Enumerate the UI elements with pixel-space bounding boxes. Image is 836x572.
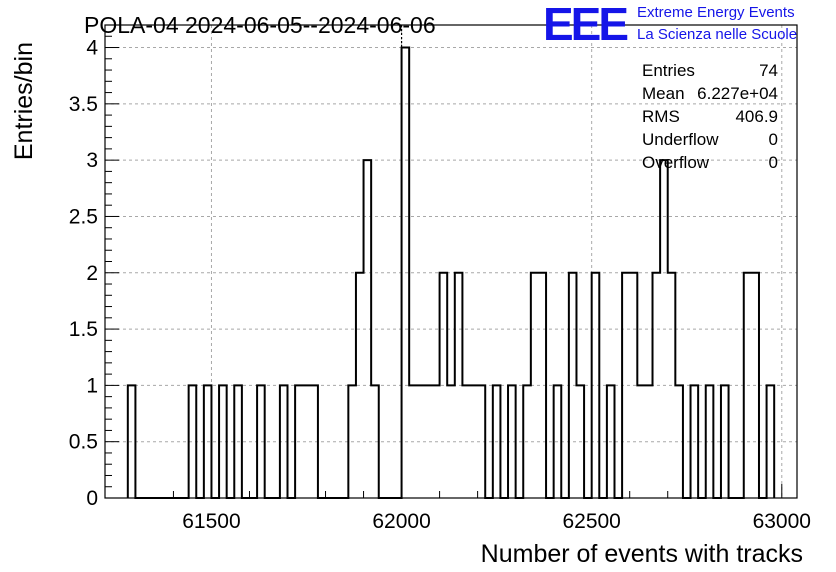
x-tick-label: 61500 bbox=[182, 510, 240, 533]
histogram-bin bbox=[424, 385, 432, 498]
histogram-bin bbox=[554, 385, 562, 498]
histogram-bin bbox=[691, 385, 699, 498]
y-tick-label: 3.5 bbox=[69, 93, 98, 116]
x-tick-label: 62500 bbox=[562, 510, 620, 533]
histogram-bin bbox=[470, 385, 478, 498]
histogram-bin bbox=[538, 273, 546, 498]
histogram-bin bbox=[432, 385, 440, 498]
stats-box: Entries 74 Mean 6.227e+04 RMS 406.9 Underflow 0… bbox=[642, 61, 778, 172]
histogram-bin bbox=[204, 385, 212, 498]
y-tick-label: 2.5 bbox=[69, 205, 98, 228]
histogram-bin bbox=[592, 273, 600, 498]
stats-value: 74 bbox=[759, 61, 778, 80]
histogram-outline bbox=[126, 46, 776, 499]
histogram-bin bbox=[751, 273, 759, 498]
logo-line-2: La Scienza nelle Scuole bbox=[637, 26, 797, 43]
histogram-bin bbox=[523, 385, 531, 498]
histogram-bin bbox=[402, 48, 410, 498]
histogram-bin bbox=[234, 385, 242, 498]
histogram-bin bbox=[348, 385, 356, 498]
histogram-bin bbox=[189, 385, 197, 498]
histogram-bin bbox=[767, 385, 775, 498]
stats-value: 406.9 bbox=[735, 107, 778, 126]
histogram-bin bbox=[675, 385, 683, 498]
histogram-bin bbox=[280, 385, 288, 498]
stats-value: 0 bbox=[769, 130, 778, 149]
histogram-bin bbox=[637, 385, 645, 498]
histogram-bin bbox=[310, 385, 318, 498]
histogram-bin bbox=[630, 273, 638, 498]
x-axis-title: Number of events with tracks bbox=[481, 540, 803, 568]
y-tick-label: 3 bbox=[86, 149, 98, 172]
histogram-bin bbox=[622, 273, 630, 498]
x-axis: 61500 62000 62500 63000 bbox=[134, 484, 811, 533]
logo-line-1: Extreme Energy Events bbox=[637, 4, 795, 21]
y-axis: 0 0.5 1 1.5 2 2.5 3 3.5 4 bbox=[69, 24, 119, 510]
y-axis-title: Entries/bin bbox=[10, 42, 38, 160]
chart-title: POLA-04 2024-06-05--2024-06-06 bbox=[84, 12, 436, 38]
histogram-bin bbox=[128, 385, 136, 498]
histogram-bin bbox=[721, 385, 729, 498]
histogram-bin bbox=[493, 385, 501, 498]
stats-label: Mean bbox=[642, 84, 685, 103]
stats-value: 0 bbox=[769, 153, 778, 172]
stats-value: 6.227e+04 bbox=[697, 84, 778, 103]
stats-label: RMS bbox=[642, 107, 680, 126]
y-tick-label: 0 bbox=[86, 487, 98, 510]
histogram-bin bbox=[569, 273, 577, 498]
histogram-bin bbox=[303, 385, 311, 498]
histogram-bin bbox=[660, 160, 668, 498]
histogram-bin bbox=[653, 273, 661, 498]
stats-label: Entries bbox=[642, 61, 695, 80]
logo-acronym: EEE bbox=[543, 0, 627, 50]
y-tick-label: 0.5 bbox=[69, 431, 98, 454]
histogram-bin bbox=[364, 160, 372, 498]
histogram-bin bbox=[531, 273, 539, 498]
histogram-bin bbox=[744, 273, 752, 498]
stats-label: Overflow bbox=[642, 153, 710, 172]
histogram-series bbox=[126, 46, 776, 499]
y-tick-label: 2 bbox=[86, 262, 98, 285]
histogram-bin bbox=[668, 273, 676, 498]
y-tick-label: 4 bbox=[86, 37, 98, 60]
histogram-bin bbox=[508, 385, 516, 498]
histogram-bin bbox=[478, 385, 486, 498]
eee-logo: EEE Extreme Energy Events La Scienza nel… bbox=[543, 0, 797, 50]
x-tick-label: 62000 bbox=[372, 510, 430, 533]
y-tick-label: 1.5 bbox=[69, 318, 98, 341]
histogram-bin bbox=[257, 385, 265, 498]
y-tick-label: 1 bbox=[86, 374, 98, 397]
histogram-bin bbox=[576, 385, 584, 498]
histogram-bin bbox=[455, 273, 463, 498]
histogram-bin bbox=[440, 273, 448, 498]
histogram-bin bbox=[417, 385, 425, 498]
histogram-bin bbox=[706, 385, 714, 498]
histogram-bin bbox=[371, 385, 379, 498]
histogram-bin bbox=[462, 385, 470, 498]
histogram-bin bbox=[295, 385, 303, 498]
histogram-bin bbox=[607, 385, 615, 498]
histogram-bin bbox=[409, 385, 417, 498]
stats-label: Underflow bbox=[642, 130, 719, 149]
histogram-bin bbox=[645, 385, 653, 498]
histogram-bin bbox=[356, 273, 364, 498]
histogram-bin bbox=[219, 385, 227, 498]
histogram-bin bbox=[447, 385, 455, 498]
x-tick-label: 63000 bbox=[753, 510, 811, 533]
